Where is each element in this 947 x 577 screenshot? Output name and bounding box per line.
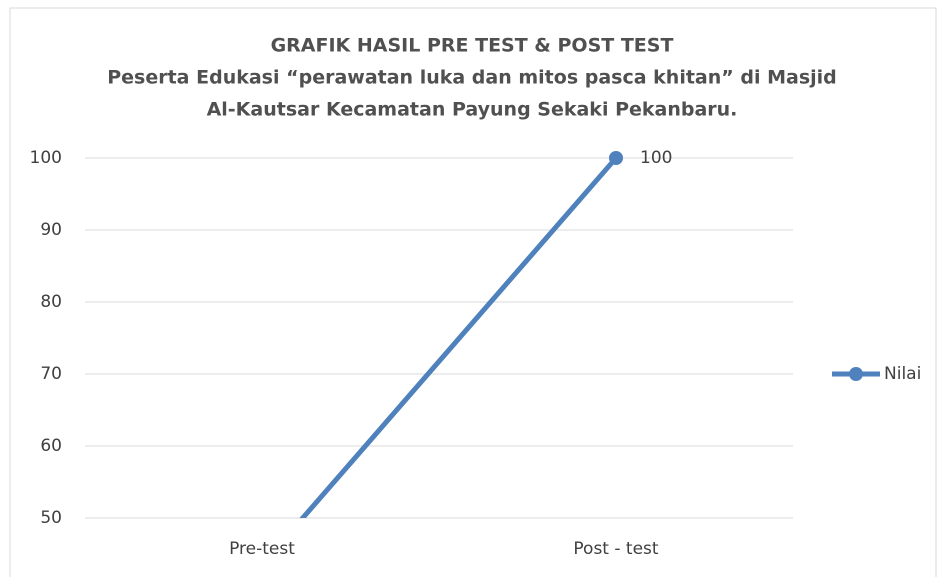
y-tick-label: 50 [40, 508, 62, 528]
x-tick-label: Post - test [573, 539, 658, 559]
y-tick-label: 80 [40, 292, 62, 312]
y-tick-label: 70 [40, 364, 62, 384]
data-label: 100 [640, 148, 672, 168]
y-tick-label: 90 [40, 220, 62, 240]
chart-frame [9, 7, 937, 577]
legend-label: Nilai [884, 364, 921, 384]
plot-area [299, 151, 623, 518]
y-tick-label: 100 [30, 148, 62, 168]
legend-marker [849, 367, 863, 381]
data-point [609, 151, 623, 165]
chart-subtitle: Al-Kautsar Kecamatan Payung Sekaki Pekan… [207, 99, 738, 121]
chart-subtitle: Peserta Edukasi “perawatan luka dan mito… [107, 67, 837, 89]
chart-title: GRAFIK HASIL PRE TEST & POST TEST [271, 35, 674, 57]
series-line [299, 155, 619, 518]
y-tick-label: 60 [40, 436, 62, 456]
x-tick-label: Pre-test [229, 539, 295, 559]
